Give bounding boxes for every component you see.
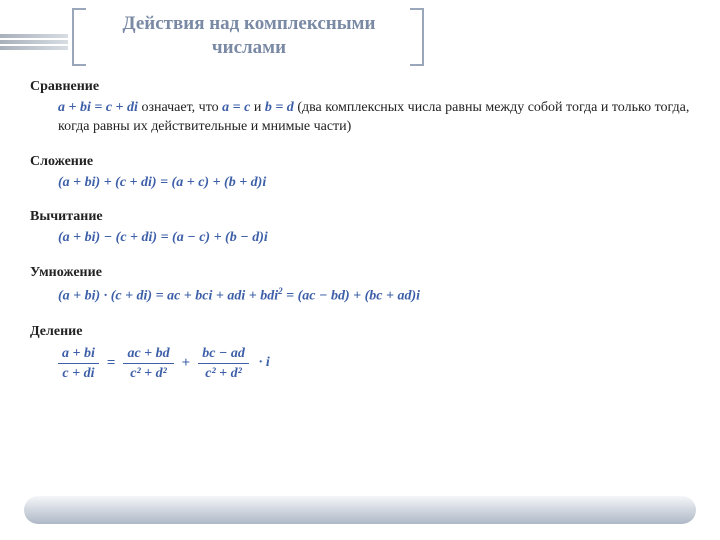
section-label: Сравнение (30, 78, 700, 97)
section-sub: Вычитание (a + bi) − (c + di) = (a − c) … (30, 208, 700, 248)
frac-3-den: c² + d² (201, 366, 246, 381)
compare-eq3: b = d (265, 100, 294, 115)
mul-right: = (ac − bd) + (bc + ad)i (283, 289, 420, 304)
div-tail: · i (257, 354, 270, 373)
compare-body: a + bi = c + di означает, что a = c и b … (58, 99, 700, 137)
section-label: Вычитание (30, 208, 700, 227)
frac-3-num: bc − ad (198, 346, 249, 361)
add-formula: (a + bi) + (c + di) = (a + c) + (b + d)i (58, 174, 700, 193)
section-label: Сложение (30, 153, 700, 172)
content-area: Сравнение a + bi = c + di означает, что … (30, 78, 700, 397)
section-label: Деление (30, 323, 700, 342)
section-mul: Умножение (a + bi) · (c + di) = ac + bci… (30, 264, 700, 306)
frac-1: a + bi c + di (58, 346, 99, 382)
section-div: Деление a + bi c + di = ac + bd c² + d² … (30, 323, 700, 382)
decorative-bottom-band (24, 496, 696, 524)
plus-sign: + (182, 353, 191, 373)
compare-and: и (250, 100, 265, 115)
compare-mid: означает, что (138, 100, 222, 115)
decorative-stripes (0, 34, 68, 54)
frac-2: ac + bd c² + d² (123, 346, 173, 382)
mul-body: (a + bi) · (c + di) = ac + bci + adi + b… (58, 285, 700, 307)
section-compare: Сравнение a + bi = c + di означает, что … (30, 78, 700, 137)
compare-eq1: a + bi = c + di (58, 100, 138, 115)
section-add: Сложение (a + bi) + (c + di) = (a + c) +… (30, 153, 700, 193)
div-formula: a + bi c + di = ac + bd c² + d² + bc − a… (58, 346, 700, 382)
frac-3: bc − ad c² + d² (198, 346, 249, 382)
page-title: Действия над комплексными числами (84, 12, 414, 60)
title-container: Действия над комплексными числами (84, 12, 414, 60)
frac-2-num: ac + bd (123, 346, 173, 361)
compare-eq2: a = c (222, 100, 250, 115)
section-label: Умножение (30, 264, 700, 283)
frac-2-den: c² + d² (126, 366, 171, 381)
sub-formula: (a + bi) − (c + di) = (a − c) + (b − d)i (58, 229, 700, 248)
frac-1-den: c + di (58, 366, 98, 381)
equals-sign: = (107, 353, 116, 373)
frac-1-num: a + bi (58, 346, 99, 361)
mul-left: (a + bi) · (c + di) = ac + bci + adi + b… (58, 289, 278, 304)
